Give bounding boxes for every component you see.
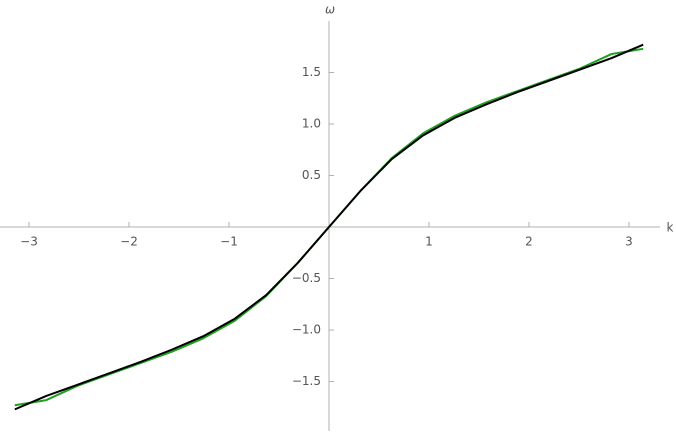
x-tick-label: 3: [625, 235, 633, 249]
x-tick-label: 1: [425, 235, 433, 249]
y-tick-label: 1.5: [302, 65, 321, 79]
x-tick-label: −2: [120, 235, 138, 249]
x-tick-label: −1: [220, 235, 238, 249]
x-tick-label: −3: [20, 235, 38, 249]
x-axis-label: k: [667, 221, 674, 235]
y-tick-label: −0.5: [292, 271, 321, 285]
y-tick-label: −1.0: [292, 323, 321, 337]
y-tick-label: 0.5: [302, 168, 321, 182]
y-tick-label: −1.5: [292, 374, 321, 388]
series-line: [14, 43, 644, 411]
y-axis-label: ω: [325, 3, 335, 17]
y-tick-label: 1.0: [302, 117, 321, 131]
x-tick-label: 2: [525, 235, 533, 249]
